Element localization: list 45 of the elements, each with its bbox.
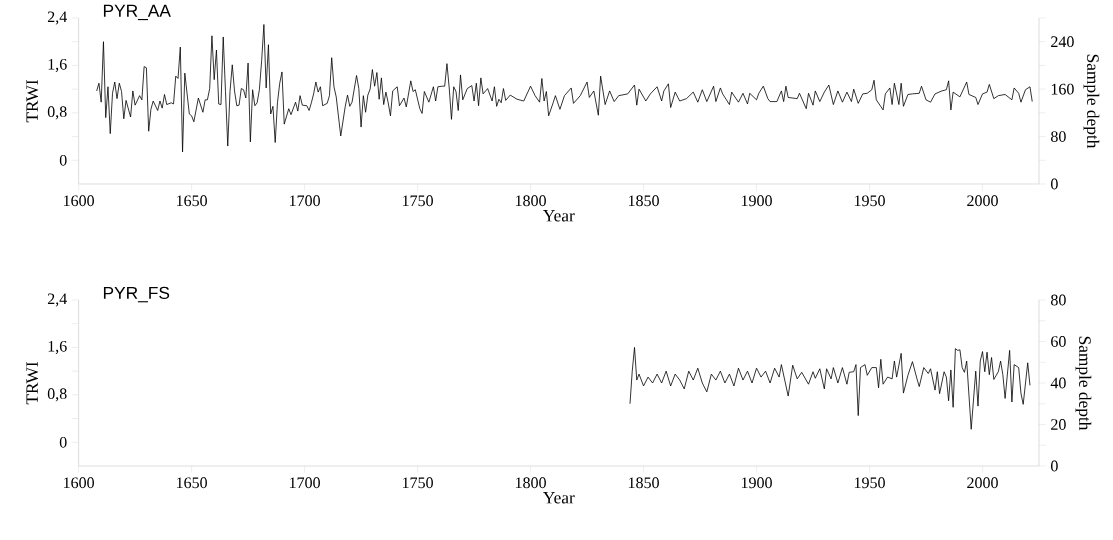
- chart-title: PYR_AA: [103, 4, 171, 21]
- y-axis-title: TRWI: [26, 361, 39, 405]
- x-tick-label: 1900: [741, 195, 772, 207]
- y-tick-label: 1,6: [48, 58, 67, 72]
- y-tick-label: 2,4: [47, 293, 67, 307]
- line-series: [96, 24, 1033, 153]
- y2-tick-label: 80: [1051, 294, 1066, 306]
- y2-tick-label: 240: [1051, 36, 1074, 48]
- y2-tick-label: 60: [1051, 336, 1066, 347]
- x-tick-label: 1800: [515, 477, 546, 489]
- x-tick-label: 1600: [64, 477, 94, 489]
- y2-tick-label: 0: [1051, 460, 1058, 472]
- y2-tick-label: 80: [1051, 131, 1066, 142]
- x-tick-label: 1700: [289, 477, 320, 489]
- y-tick-label: 0: [59, 154, 67, 166]
- line-series: [629, 347, 1031, 430]
- x-tick-label: 1650: [176, 477, 207, 489]
- x-tick-label: 2000: [967, 477, 998, 489]
- x-tick-label: 1950: [854, 477, 885, 489]
- x-tick-label: 1700: [289, 195, 320, 207]
- chart-title: PYR_FS: [103, 286, 170, 303]
- y-tick-label: 2,4: [47, 11, 67, 25]
- x-tick-label: 1950: [854, 195, 885, 207]
- x-tick-label: 1750: [402, 477, 433, 489]
- x-axis-title: Year: [543, 209, 575, 222]
- x-axis-title: Year: [543, 491, 575, 504]
- y2-axis-title: Sample depth: [1075, 336, 1092, 431]
- x-tick-label: 1850: [628, 195, 659, 207]
- x-tick-label: 1850: [628, 477, 659, 489]
- x-tick-label: 1800: [515, 195, 546, 207]
- x-tick-label: 1650: [176, 195, 207, 207]
- y-tick-label: 0,8: [47, 106, 67, 120]
- x-tick-label: 2000: [967, 195, 998, 207]
- y-axis-title: TRWI: [26, 79, 39, 123]
- y2-tick-label: 40: [1050, 377, 1066, 389]
- y-tick-label: 0: [59, 436, 67, 448]
- y-tick-label: 1,6: [48, 340, 67, 354]
- x-tick-label: 1600: [64, 195, 94, 207]
- y2-tick-label: 20: [1051, 419, 1066, 430]
- x-tick-label: 1900: [741, 477, 772, 489]
- y2-tick-label: 0: [1051, 178, 1058, 190]
- y2-tick-label: 160: [1051, 83, 1074, 95]
- x-tick-label: 1750: [402, 195, 433, 207]
- y2-axis-title: Sample depth: [1083, 54, 1100, 149]
- y-tick-label: 0,8: [47, 388, 67, 402]
